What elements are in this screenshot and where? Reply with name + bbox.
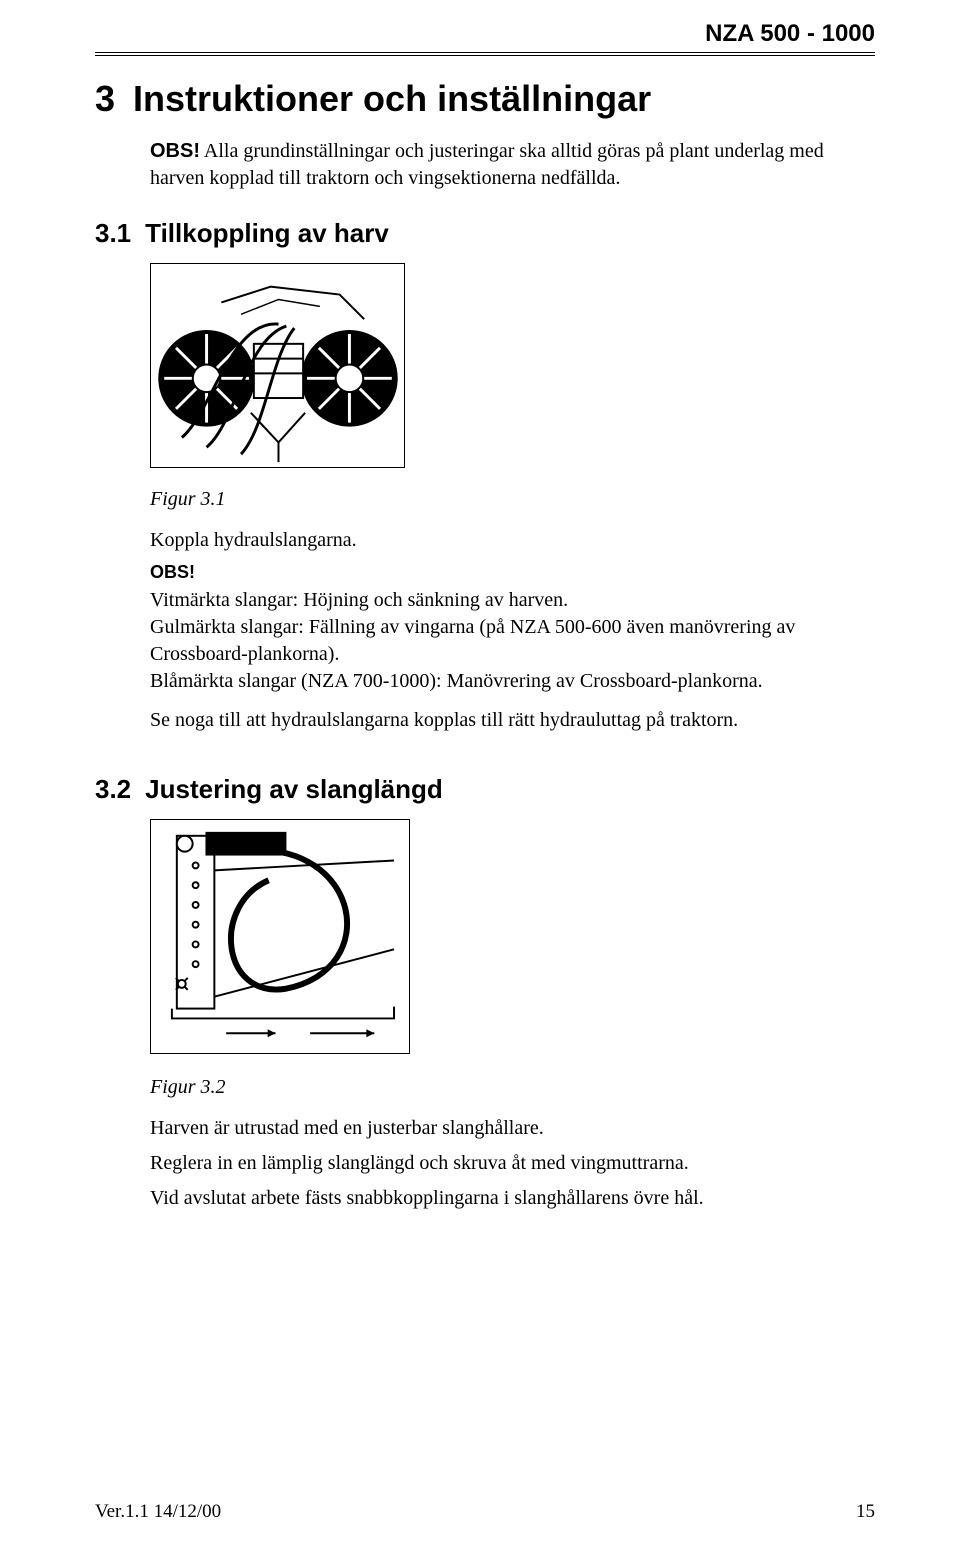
- s31-p1: Koppla hydraulslangarna.: [150, 527, 875, 554]
- heading-3-2-number: 3.2: [95, 774, 131, 805]
- figure-3-2: [150, 819, 410, 1054]
- figure-3-1: [150, 263, 405, 468]
- heading-main-number: 3: [95, 78, 115, 120]
- obs-label: OBS!: [150, 140, 200, 162]
- s31-p2: Vitmärkta slangar: Höjning och sänkning …: [150, 589, 568, 611]
- main-obs-paragraph: OBS! Alla grundinställningar och justeri…: [150, 138, 875, 192]
- figure-3-1-caption: Figur 3.1: [150, 488, 875, 511]
- header-divider: [95, 52, 875, 56]
- heading-main: 3 Instruktioner och inställningar: [95, 78, 875, 120]
- s31-hose-info: Vitmärkta slangar: Höjning och sänkning …: [150, 587, 875, 695]
- s31-p3: Gulmärkta slangar: Fällning av vingarna …: [150, 616, 795, 665]
- heading-3-2-text: Justering av slanglängd: [145, 774, 443, 805]
- figure-3-2-caption: Figur 3.2: [150, 1076, 875, 1099]
- page-header-title: NZA 500 - 1000: [95, 20, 875, 48]
- heading-main-text: Instruktioner och inställningar: [133, 78, 651, 120]
- page-footer: Ver.1.1 14/12/00 15: [95, 1501, 875, 1523]
- s32-p1: Harven är utrustad med en justerbar slan…: [150, 1115, 875, 1142]
- hose-holder-illustration: [152, 821, 409, 1053]
- s31-p4: Blåmärkta slangar (NZA 700-1000): Manövr…: [150, 670, 763, 692]
- footer-version: Ver.1.1 14/12/00: [95, 1501, 221, 1523]
- footer-page-number: 15: [856, 1501, 875, 1523]
- obs-body: Alla grundinställningar och justeringar …: [150, 140, 824, 189]
- tractor-hitch-illustration: [152, 265, 404, 467]
- s31-obs: OBS!: [150, 562, 875, 583]
- s32-p2: Reglera in en lämplig slanglängd och skr…: [150, 1150, 875, 1177]
- heading-3-2: 3.2 Justering av slanglängd: [95, 774, 875, 805]
- s32-p3: Vid avslutat arbete fästs snabbkopplinga…: [150, 1185, 875, 1212]
- heading-3-1-text: Tillkoppling av harv: [145, 218, 389, 249]
- heading-3-1: 3.1 Tillkoppling av harv: [95, 218, 875, 249]
- s31-p5: Se noga till att hydraulslangarna koppla…: [150, 707, 875, 734]
- heading-3-1-number: 3.1: [95, 218, 131, 249]
